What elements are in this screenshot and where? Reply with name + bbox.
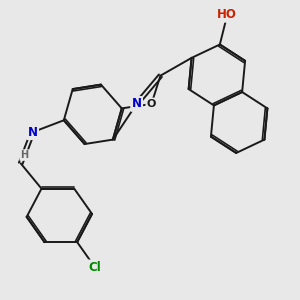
Text: H: H — [20, 150, 28, 160]
Text: O: O — [147, 99, 156, 109]
Text: N: N — [132, 98, 142, 110]
Text: HO: HO — [217, 8, 237, 21]
Text: N: N — [28, 126, 38, 139]
Text: Cl: Cl — [88, 261, 101, 274]
